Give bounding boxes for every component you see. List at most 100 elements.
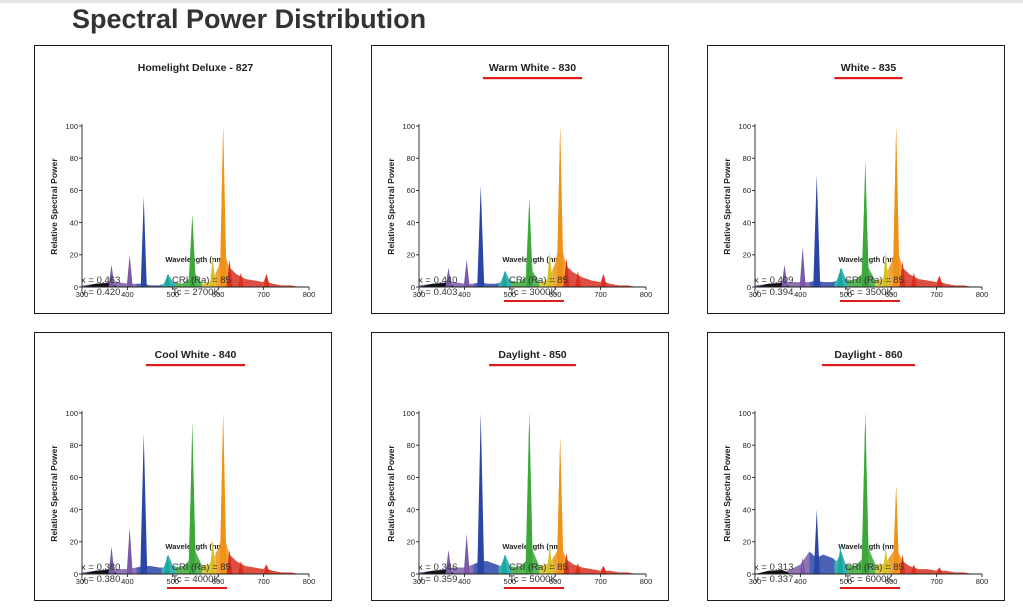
emission-peak [936,275,943,287]
spectrum-band-area [175,437,203,574]
color-temperature: Tc = 4000K [172,574,220,585]
spd-chart: Daylight - 860 Relative Spectral Power Wav… [722,349,988,586]
emission-peak [813,509,820,574]
y-tick-label: 80 [743,154,751,163]
y-tick-label: 0 [411,283,415,292]
chromaticity-x: x = 0.346 [418,562,458,573]
spd-panel: Daylight - 850 Relative Spectral Power Wav… [371,332,669,601]
y-tick-label: 60 [743,186,751,195]
x-tick-label: 400 [121,290,134,299]
emission-peak [108,264,115,287]
y-tick-label: 0 [74,283,78,292]
page-title: Spectral Power Distribution [72,4,427,34]
emission-peak [600,565,607,574]
x-tick-label: 600 [885,290,898,299]
chromaticity-y: y = 0.394 [754,287,794,298]
chart-title: White - 835 [841,62,897,74]
y-tick-label: 20 [70,251,78,260]
y-axis-label: Relative Spectral Power [386,445,396,542]
emission-peak [781,264,788,287]
x-tick-label: 500 [167,577,180,586]
emission-peak [477,413,485,574]
cri-value: CRI (Ra) = 85 [509,562,568,573]
emission-peak [563,553,570,574]
cri-value: CRI (Ra) = 85 [845,275,904,286]
y-tick-label: 0 [747,570,751,579]
y-tick-label: 100 [738,409,751,418]
y-axis-label: Relative Spectral Power [49,158,59,255]
spectrum-band-area [902,267,982,287]
chart-title: Daylight - 860 [834,349,902,361]
emission-peak [501,554,508,574]
chromaticity-y: y = 0.403 [418,287,458,298]
panel-stats: x = 0.409 y = 0.394 CRI (Ra) = 85 Tc = 3500… [754,272,994,304]
y-tick-label: 20 [70,538,78,547]
spectrum-band-area [755,551,810,574]
emission-peak [574,562,581,574]
y-tick-label: 100 [65,409,78,418]
emission-peak [526,198,533,287]
y-tick-label: 40 [743,505,751,514]
title-highlight-underline [822,364,915,367]
y-tick-label: 20 [407,538,415,547]
emission-peak [910,272,917,287]
x-tick-label: 500 [840,290,853,299]
chromaticity-x: x = 0.440 [418,275,458,286]
x-tick-label: 500 [504,290,517,299]
emission-peak [556,126,564,287]
spd-panel: Homelight Deluxe - 827 Relative Spectral … [34,45,332,314]
chromaticity-x: x = 0.313 [754,562,794,573]
chromaticity-x: x = 0.380 [81,562,121,573]
x-tick-label: 300 [413,577,426,586]
emission-peak [861,159,869,287]
y-tick-label: 100 [402,409,415,418]
emission-peak [209,258,216,287]
spectrum-band-area [512,198,540,287]
x-tick-label: 300 [749,577,762,586]
x-tick-label: 700 [257,577,270,586]
cri-value: CRI (Ra) = 85 [845,562,904,573]
emission-peak [525,413,533,574]
emission-peak [882,548,889,574]
x-tick-label: 400 [794,577,807,586]
spd-panel: White - 835 Relative Spectral Power Wavele… [707,45,1005,314]
x-tick-label: 700 [930,290,943,299]
uv-baseline [755,569,792,574]
color-temperature: Tc = 6000K [845,574,893,585]
y-tick-label: 80 [743,441,751,450]
y-tick-label: 40 [407,505,415,514]
emission-peak [209,538,216,574]
emission-peak [445,267,452,287]
y-tick-label: 60 [70,186,78,195]
cri-value: CRI (Ra) = 85 [509,275,568,286]
emission-peak [263,274,270,287]
x-tick-label: 400 [458,577,471,586]
y-tick-label: 40 [743,218,751,227]
emission-peak [237,561,244,574]
y-tick-label: 80 [407,154,415,163]
tc-highlight-underline [504,300,564,302]
spectrum-band-area [902,561,982,574]
emission-peak [188,421,196,574]
spd-chart: Homelight Deluxe - 827 Relative Spectral … [49,62,315,299]
y-tick-label: 60 [70,473,78,482]
emission-peak [164,554,171,574]
x-tick-label: 600 [212,290,225,299]
y-tick-label: 80 [407,441,415,450]
title-highlight-underline [834,77,903,80]
emission-peak [837,267,844,287]
top-rule [0,0,1023,3]
y-tick-label: 40 [70,505,78,514]
x-tick-label: 700 [257,290,270,299]
emission-peak [799,246,806,287]
emission-peak [189,214,196,287]
spectrum-band-area [848,174,876,287]
chromaticity-y: y = 0.380 [81,574,121,585]
y-tick-label: 80 [70,154,78,163]
emission-peak [126,254,133,287]
x-tick-label: 500 [504,577,517,586]
emission-peak [600,274,607,287]
spd-chart: Daylight - 850 Relative Spectral Power Wav… [386,349,652,586]
x-axis-label: Wavelength (nm) [165,255,226,264]
emission-peak [126,527,133,574]
